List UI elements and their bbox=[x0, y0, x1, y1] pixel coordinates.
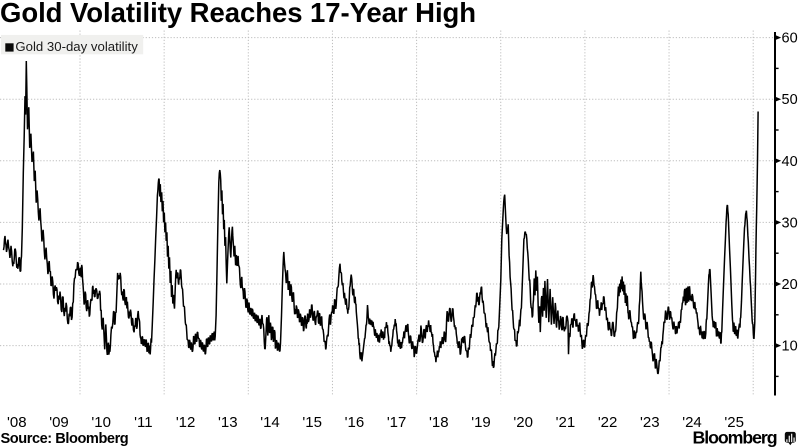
svg-text:'18: '18 bbox=[429, 414, 449, 431]
svg-text:'21: '21 bbox=[556, 414, 576, 431]
svg-text:'12: '12 bbox=[176, 414, 196, 431]
svg-text:40: 40 bbox=[782, 154, 798, 170]
svg-text:'13: '13 bbox=[218, 414, 238, 431]
svg-text:'24: '24 bbox=[682, 414, 702, 431]
svg-text:'16: '16 bbox=[345, 414, 365, 431]
svg-text:'08: '08 bbox=[7, 414, 27, 431]
svg-text:'10: '10 bbox=[91, 414, 111, 431]
svg-text:20: 20 bbox=[782, 277, 798, 293]
svg-text:'23: '23 bbox=[640, 414, 660, 431]
svg-text:'17: '17 bbox=[387, 414, 407, 431]
svg-text:'09: '09 bbox=[49, 414, 69, 431]
svg-text:10: 10 bbox=[782, 339, 798, 355]
svg-text:'20: '20 bbox=[513, 414, 533, 431]
svg-text:Bloomberg: Bloomberg bbox=[693, 428, 777, 447]
svg-text:Gold 30-day volatility: Gold 30-day volatility bbox=[15, 39, 138, 54]
svg-text:'14: '14 bbox=[260, 414, 280, 431]
svg-text:'11: '11 bbox=[134, 414, 152, 431]
svg-text:'25: '25 bbox=[724, 414, 744, 431]
svg-text:Source: Bloomberg: Source: Bloomberg bbox=[1, 431, 129, 447]
svg-text:'22: '22 bbox=[598, 414, 618, 431]
svg-text:50: 50 bbox=[782, 92, 798, 108]
svg-text:'15: '15 bbox=[302, 414, 322, 431]
svg-text:60: 60 bbox=[782, 31, 798, 47]
svg-text:'19: '19 bbox=[471, 414, 491, 431]
svg-text:Gold Volatility Reaches 17-Yea: Gold Volatility Reaches 17-Year High bbox=[0, 0, 476, 28]
svg-text:30: 30 bbox=[782, 215, 798, 231]
